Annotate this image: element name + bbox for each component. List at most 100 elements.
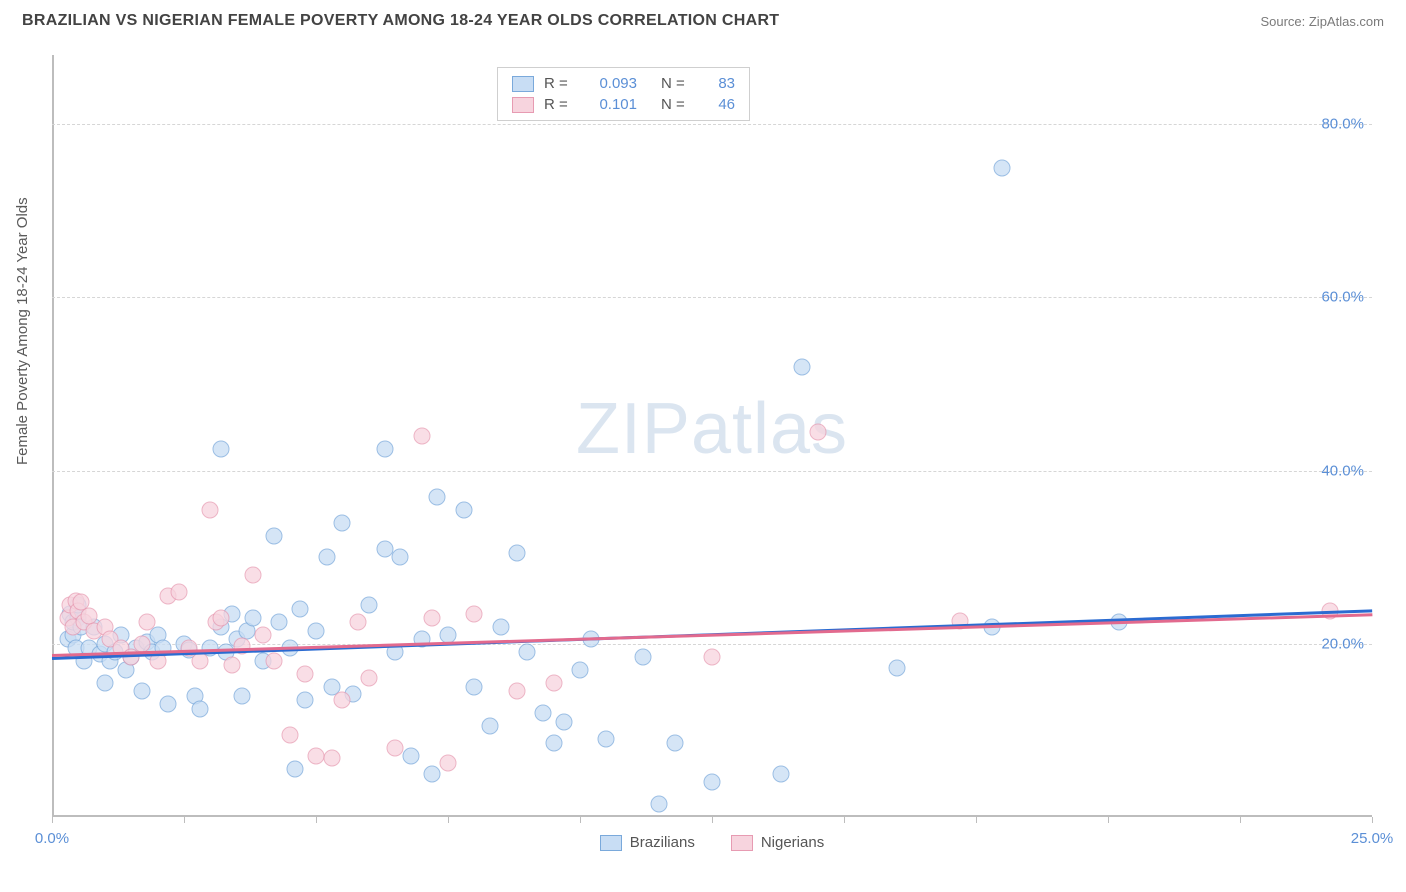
scatter-point — [323, 750, 340, 767]
scatter-point — [440, 755, 457, 772]
scatter-point — [492, 618, 509, 635]
scatter-point — [519, 644, 536, 661]
x-tick — [1372, 817, 1373, 823]
scatter-point — [376, 540, 393, 557]
scatter-point — [297, 666, 314, 683]
scatter-point — [96, 674, 113, 691]
scatter-point — [202, 501, 219, 518]
y-tick-label: 60.0% — [1321, 289, 1364, 306]
scatter-point — [556, 713, 573, 730]
legend-stats: R = 0.093 N = 83 R = 0.101 N = 46 — [497, 67, 750, 121]
y-axis-label: Female Poverty Among 18-24 Year Olds — [14, 197, 31, 465]
plot-area: ZIPatlas R =0.093N =83R =0.101N =46 Braz… — [52, 55, 1372, 835]
scatter-point — [334, 692, 351, 709]
scatter-point — [466, 605, 483, 622]
y-tick-label: 20.0% — [1321, 635, 1364, 652]
scatter-point — [255, 627, 272, 644]
x-tick — [1108, 817, 1109, 823]
scatter-point — [635, 648, 652, 665]
legend-r-value: 0.101 — [582, 96, 637, 113]
scatter-point — [651, 796, 668, 813]
grid-line — [52, 471, 1372, 472]
scatter-point — [334, 514, 351, 531]
watermark-zip: ZIP — [576, 389, 691, 469]
scatter-point — [244, 566, 261, 583]
scatter-point — [667, 735, 684, 752]
x-tick — [52, 817, 53, 823]
legend-r-label: R = — [544, 96, 572, 113]
legend-swatch — [512, 76, 534, 92]
scatter-point — [888, 660, 905, 677]
legend-series-item: Brazilians — [600, 834, 695, 851]
scatter-point — [376, 440, 393, 457]
chart-title: BRAZILIAN VS NIGERIAN FEMALE POVERTY AMO… — [22, 12, 779, 30]
scatter-point — [413, 428, 430, 445]
scatter-point — [308, 748, 325, 765]
scatter-point — [244, 609, 261, 626]
scatter-point — [292, 601, 309, 618]
x-tick — [448, 817, 449, 823]
scatter-point — [508, 683, 525, 700]
legend-r-label: R = — [544, 75, 572, 92]
x-tick — [712, 817, 713, 823]
chart-container: Female Poverty Among 18-24 Year Olds ZIP… — [22, 45, 1384, 845]
legend-n-value: 46 — [705, 96, 735, 113]
scatter-point — [212, 609, 229, 626]
legend-n-label: N = — [661, 96, 695, 113]
scatter-point — [572, 661, 589, 678]
legend-series-label: Brazilians — [630, 834, 695, 851]
scatter-point — [387, 739, 404, 756]
scatter-point — [234, 687, 251, 704]
scatter-point — [598, 731, 615, 748]
scatter-point — [139, 614, 156, 631]
legend-series-item: Nigerians — [731, 834, 824, 851]
watermark: ZIPatlas — [576, 388, 848, 470]
scatter-point — [545, 674, 562, 691]
legend-swatch — [731, 835, 753, 851]
legend-swatch — [512, 97, 534, 113]
scatter-point — [403, 748, 420, 765]
scatter-point — [455, 501, 472, 518]
grid-line — [52, 297, 1372, 298]
legend-swatch — [600, 835, 622, 851]
scatter-point — [466, 679, 483, 696]
scatter-point — [994, 159, 1011, 176]
scatter-point — [191, 700, 208, 717]
legend-series-label: Nigerians — [761, 834, 824, 851]
scatter-point — [429, 488, 446, 505]
scatter-point — [809, 423, 826, 440]
x-tick — [580, 817, 581, 823]
scatter-point — [286, 761, 303, 778]
x-tick — [844, 817, 845, 823]
source-prefix: Source: — [1260, 14, 1308, 29]
scatter-point — [392, 549, 409, 566]
scatter-point — [281, 726, 298, 743]
legend-series: Brazilians Nigerians — [52, 834, 1372, 851]
scatter-point — [704, 648, 721, 665]
scatter-point — [508, 544, 525, 561]
scatter-point — [170, 583, 187, 600]
scatter-point — [360, 670, 377, 687]
grid-line — [52, 124, 1372, 125]
y-axis-line — [52, 55, 54, 817]
scatter-point — [772, 765, 789, 782]
legend-r-value: 0.093 — [582, 75, 637, 92]
scatter-point — [424, 765, 441, 782]
y-tick-label: 80.0% — [1321, 116, 1364, 133]
scatter-point — [223, 657, 240, 674]
x-tick — [184, 817, 185, 823]
x-tick — [316, 817, 317, 823]
scatter-point — [297, 692, 314, 709]
source-value: ZipAtlas.com — [1309, 14, 1384, 29]
legend-stats-row: R = 0.101 N = 46 — [512, 94, 735, 115]
x-tick-label: 0.0% — [35, 830, 69, 847]
scatter-point — [160, 696, 177, 713]
x-tick — [1240, 817, 1241, 823]
source-label: Source: ZipAtlas.com — [1260, 14, 1384, 29]
scatter-point — [271, 614, 288, 631]
legend-n-value: 83 — [705, 75, 735, 92]
scatter-point — [704, 774, 721, 791]
scatter-point — [265, 653, 282, 670]
scatter-point — [360, 596, 377, 613]
scatter-point — [191, 653, 208, 670]
